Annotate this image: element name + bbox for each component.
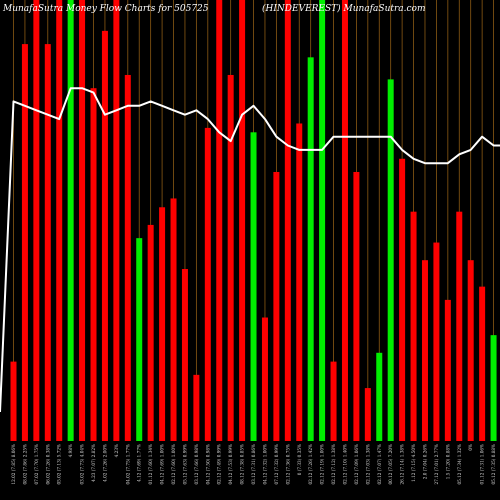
money-flow-bar xyxy=(124,74,131,441)
x-tick-label: 05.12 (7.35) 0.88% xyxy=(491,444,496,485)
money-flow-bar xyxy=(67,0,74,441)
x-tick-label: 02.12 (7.10) 1.40% xyxy=(342,444,347,485)
money-flow-bar xyxy=(376,352,383,441)
money-flow-bar xyxy=(364,388,371,441)
money-flow-bar xyxy=(353,171,360,442)
money-flow-bar xyxy=(284,0,291,441)
x-tick-label: 07.12 (7.32) 0.99% xyxy=(274,444,279,485)
x-tick-label: 02.12 (7.60) 1.00% xyxy=(171,444,176,485)
money-flow-bar xyxy=(239,0,246,441)
money-flow-bar xyxy=(296,123,303,441)
x-tick-label: 05.02 (7.13) 5.72% xyxy=(57,444,62,485)
money-flow-bar xyxy=(261,317,268,441)
x-tick-label: 00.12 (7.05) 7.20% xyxy=(388,444,393,485)
money-flow-bar xyxy=(147,224,154,441)
money-flow-bar xyxy=(227,74,234,441)
money-flow-bars xyxy=(10,0,497,442)
x-tick-label: 02.12 (7.26) 1.42% xyxy=(308,444,313,485)
money-flow-bar xyxy=(193,374,200,441)
money-flow-bar xyxy=(90,88,97,441)
x-tick-label: 07.02 (7.70) 1.75% xyxy=(34,444,39,485)
money-flow-bar xyxy=(101,30,108,442)
money-flow-bar xyxy=(433,242,440,441)
x-tick-label: 4.12 (7.69) 1.77% xyxy=(137,444,142,482)
money-flow-bar xyxy=(307,57,314,442)
x-tick-label: 05.12 (7.34) 1.32% xyxy=(457,444,462,485)
x-tick-label: 4.23 (7.07) 2.82% xyxy=(91,444,96,482)
price-line-group xyxy=(0,87,500,413)
money-flow-bar xyxy=(33,0,40,441)
money-flow-bar xyxy=(204,127,211,441)
money-flow-bar xyxy=(10,361,17,441)
money-flow-bar xyxy=(136,238,143,441)
money-flow-bar xyxy=(273,171,280,442)
x-tick-label: 03.12 (7.31) 0.86% xyxy=(251,444,256,485)
money-flow-bar xyxy=(341,0,348,441)
x-tick-labels: 12.02 (7.85) 8.06% 08.02 (7.86) 2.25% 07.0… xyxy=(11,444,496,485)
x-tick-label: 04.12 (7.69) 1.00% xyxy=(160,444,165,485)
money-flow-bar xyxy=(399,158,406,441)
x-tick-label: 08.02 (7.86) 2.25% xyxy=(22,444,27,485)
x-tick-label: 06.02 (7.26) 0.38% xyxy=(45,444,50,485)
money-flow-bar xyxy=(170,198,177,441)
money-flow-bar xyxy=(79,0,86,441)
x-tick-label: 27.12 (7.01) 2.77% xyxy=(434,444,439,485)
money-flow-bar xyxy=(44,44,51,441)
x-tick-label: 02.12 (7.12) 1.38% xyxy=(331,444,336,485)
x-tick-label: 2.0 (7.04) 0.26% xyxy=(422,444,427,479)
money-flow-bar xyxy=(479,286,486,441)
x-tick-label: 0% xyxy=(468,444,473,451)
x-tick-label: 26.12 (7.14) 1.38% xyxy=(400,444,405,485)
x-tick-label: 1.5 (7.20) 0.88% xyxy=(445,444,450,479)
money-flow-bar xyxy=(330,361,337,441)
money-flow-bar xyxy=(410,211,417,441)
x-tick-label: 04.12 (7.53) 0.99% xyxy=(228,444,233,485)
money-flow-bar xyxy=(387,79,394,441)
x-tick-label: 4.98% xyxy=(68,444,73,457)
x-tick-label: 02.12 (7.09) 1.06% xyxy=(354,444,359,485)
x-tick-label: 04.12 (7.50) 0.98% xyxy=(205,444,210,485)
x-tick-label: 1.12 (7.15) 4.50% xyxy=(411,444,416,482)
x-tick-label: 0 (7.33) 0.35% xyxy=(297,444,302,475)
x-tick-label: 04.12 (7.32) 1.00% xyxy=(262,444,267,485)
money-flow-bar xyxy=(319,0,326,441)
price-line xyxy=(0,87,500,413)
money-flow-bar xyxy=(21,44,28,441)
x-tick-label: 03.02 (7.73) 4.04% xyxy=(80,444,85,485)
money-flow-bar xyxy=(444,299,451,441)
money-flow-bar xyxy=(250,132,257,442)
x-tick-label: 03.12 (7.66) 0.98% xyxy=(194,444,199,485)
x-tick-label: 02.12 (7.49) 0.99% xyxy=(217,444,222,485)
x-tick-label: 02.12 (7.03) 1.38% xyxy=(365,444,370,485)
x-tick-label: 04.02 (7.75) 1.77% xyxy=(125,444,130,485)
money-flow-bar xyxy=(159,207,166,441)
x-tick-label: 01.12 (7.60) 1.34% xyxy=(148,444,153,485)
money-flow-bar xyxy=(216,0,223,441)
money-flow-bar xyxy=(56,0,63,441)
x-tick-label: 02.12 (7.19) 1.00% xyxy=(320,444,325,485)
x-tick-label: 4.23% xyxy=(114,444,119,457)
money-flow-bar xyxy=(467,260,474,441)
x-tick-label: 4.02 (7.26) 2.00% xyxy=(102,444,107,482)
chart-title-left: MunafaSutra Money Flow Charts for 505725 xyxy=(2,4,209,14)
money-flow-bar xyxy=(181,269,188,441)
money-flow-bar xyxy=(113,0,120,441)
x-tick-label: 08.12 (7.38) 0.85% xyxy=(240,444,245,485)
money-flow-bar xyxy=(490,335,497,441)
money-flow-bar xyxy=(421,260,428,441)
money-flow-bar xyxy=(456,211,463,441)
x-tick-label: 02.12 (7.07) 1.47% xyxy=(377,444,382,485)
x-tick-label: 02.12 (7.36) 0.75% xyxy=(285,444,290,485)
x-tick-label: 12.02 (7.85) 8.06% xyxy=(11,444,16,485)
chart-title-right: (HINDEVEREST) MunafaSutra.com xyxy=(262,3,426,14)
x-tick-label: 05.12 (7.63) 0.99% xyxy=(182,444,187,485)
x-tick-label: 01.12 (7.31) 1.06% xyxy=(480,444,485,485)
